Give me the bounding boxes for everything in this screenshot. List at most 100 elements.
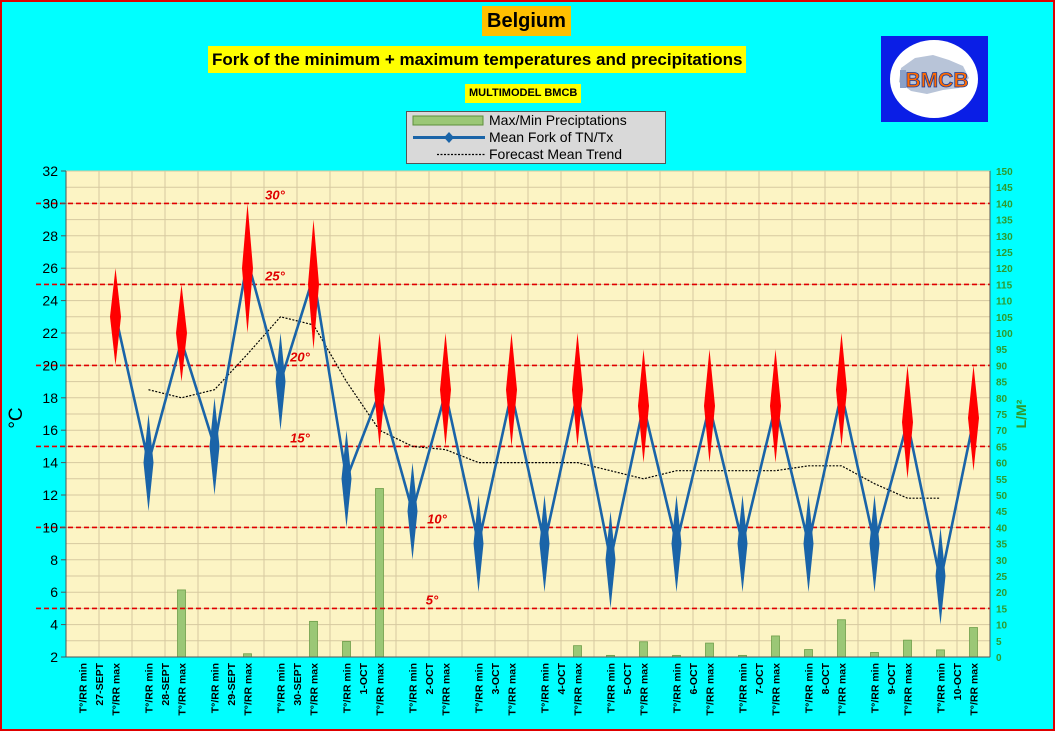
- y-tick-label: 2: [50, 649, 58, 665]
- precip-bar: [969, 627, 978, 658]
- blue-diamond-line-swatch-icon: [413, 132, 485, 143]
- y2-tick-label: 100: [996, 329, 1013, 340]
- y2-tick-label: 95: [996, 345, 1008, 356]
- legend-item-precip: Max/Min Preciptations: [407, 112, 665, 129]
- y2-tick-label: 75: [996, 410, 1008, 421]
- y2-tick-label: 90: [996, 361, 1008, 372]
- y2-tick-label: 45: [996, 507, 1008, 518]
- fork-max-marker: [374, 333, 385, 447]
- y-tick-label: 4: [50, 617, 58, 633]
- x-tick-label: T°/RR max: [507, 663, 519, 716]
- fork-min-marker: [539, 495, 550, 593]
- reference-label: 20°: [289, 349, 310, 364]
- x-date-label: 5-OCT: [622, 662, 634, 694]
- fork-min-marker: [341, 430, 352, 528]
- x-tick-label: T°/RR max: [441, 663, 453, 716]
- reference-label: 5°: [426, 592, 439, 607]
- y-tick-label: 12: [42, 487, 58, 503]
- precipitation-bars: [177, 488, 978, 658]
- precip-bar: [309, 620, 318, 658]
- x-date-label: 4-OCT: [556, 662, 568, 694]
- x-tick-label: T°/RR min: [804, 663, 816, 713]
- x-tick-label: T°/RR max: [177, 663, 189, 716]
- x-tick-label: T°/RR max: [969, 663, 981, 716]
- fork-min-marker: [935, 527, 946, 625]
- x-tick-label: T°/RR min: [870, 663, 882, 713]
- fork-min-marker: [803, 495, 814, 593]
- x-date-label: 27-SEPT: [94, 662, 106, 705]
- x-date-label: 10-OCT: [952, 662, 964, 700]
- fork-max-marker: [506, 333, 517, 447]
- trend-line: [148, 316, 941, 499]
- fork-min-marker: [407, 462, 418, 560]
- x-date-label: 9-OCT: [886, 662, 898, 694]
- y2-axis-label: L/M²: [1013, 399, 1029, 428]
- y-tick-label: 6: [50, 584, 58, 600]
- x-date-label: 3-OCT: [490, 662, 502, 694]
- x-tick-label: T°/RR min: [738, 663, 750, 713]
- y2-tick-label: 130: [996, 232, 1013, 243]
- y2-tick-label: 50: [996, 491, 1008, 502]
- model-label: MULTIMODEL BMCB: [465, 84, 582, 103]
- fork-max-marker: [572, 333, 583, 447]
- belgium-map-logo-icon: BMCB: [890, 40, 978, 118]
- y2-tick-label: 150: [996, 167, 1013, 178]
- y2-tick-label: 15: [996, 604, 1008, 615]
- legend-label-precip: Max/Min Preciptations: [489, 112, 627, 128]
- fork-max-marker: [176, 284, 187, 382]
- x-tick-label: T°/RR min: [408, 663, 420, 713]
- x-tick-label: T°/RR max: [375, 663, 387, 716]
- fork-min-marker: [143, 414, 154, 512]
- x-tick-label: T°/RR max: [771, 663, 783, 716]
- y-tick-label: 8: [50, 552, 58, 568]
- y2-tick-label: 140: [996, 199, 1013, 210]
- y2-tick-label: 80: [996, 394, 1008, 405]
- x-date-label: 28-SEPT: [160, 662, 172, 705]
- y-tick-label: 28: [42, 228, 58, 244]
- x-tick-label: T°/RR min: [540, 663, 552, 713]
- precip-bar: [771, 635, 780, 658]
- y2-tick-label: 55: [996, 475, 1008, 486]
- x-tick-label: T°/RR max: [705, 663, 717, 716]
- legend: Max/Min Preciptations Mean Fork of TN/Tx…: [406, 111, 666, 164]
- chart-subtitle: Fork of the minimum + maximum temperatur…: [208, 46, 747, 73]
- reference-label: 10°: [427, 511, 447, 526]
- y-tick-label: 20: [42, 357, 58, 373]
- x-date-label: 8-OCT: [820, 662, 832, 694]
- fork-max-marker: [968, 365, 979, 471]
- bmcb-logo: BMCB: [881, 36, 988, 122]
- fork-max-marker: [110, 268, 121, 366]
- y2-tick-label: 125: [996, 248, 1013, 259]
- y2-tick-label: 65: [996, 442, 1008, 453]
- y2-tick-label: 110: [996, 297, 1013, 308]
- precip-bar: [342, 641, 351, 658]
- x-tick-label: T°/RR min: [210, 663, 222, 713]
- fork-max-marker: [242, 203, 253, 333]
- precip-bar: [705, 642, 714, 658]
- x-tick-label: T°/RR min: [474, 663, 486, 713]
- reference-label: 30°: [265, 187, 285, 202]
- y2-tick-label: 105: [996, 313, 1013, 324]
- fork-min-marker: [473, 495, 484, 593]
- x-tick-label: T°/RR min: [672, 663, 684, 713]
- precip-bar: [177, 589, 186, 658]
- fork-max-marker: [704, 349, 715, 463]
- precip-bar: [804, 649, 813, 658]
- precip-bar: [837, 619, 846, 658]
- x-tick-label: T°/RR max: [903, 663, 915, 716]
- fork-max-marker: [836, 333, 847, 447]
- legend-item-mean: Mean Fork of TN/Tx: [407, 129, 665, 146]
- fork-min-marker: [671, 495, 682, 593]
- y-tick-label: 32: [42, 163, 58, 179]
- fork-max-marker: [770, 349, 781, 463]
- x-date-label: 7-OCT: [754, 662, 766, 694]
- x-date-label: 30-SEPT: [292, 662, 304, 705]
- x-tick-label: T°/RR min: [606, 663, 618, 713]
- y2-tick-label: 145: [996, 183, 1013, 194]
- reference-label: 25°: [264, 268, 285, 283]
- black-dotted-line-swatch-icon: [437, 153, 485, 156]
- fork-min-marker: [275, 333, 286, 431]
- fork-min-marker: [605, 511, 616, 609]
